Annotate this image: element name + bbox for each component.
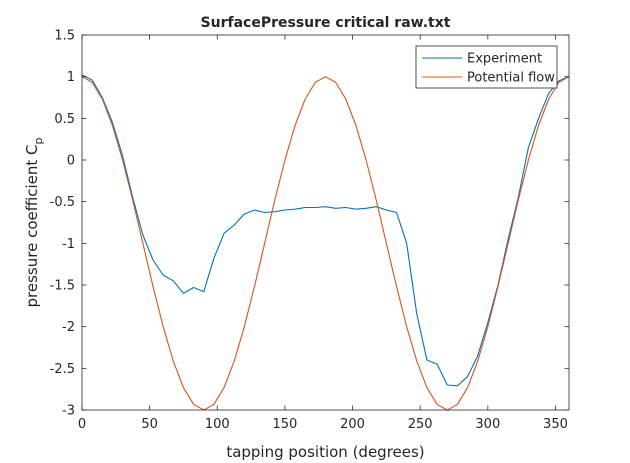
legend-box [415, 45, 558, 89]
y-tick-label: -1.5 [50, 279, 75, 294]
legend-label-experiment: Experiment [467, 52, 542, 67]
y-tick-label: -3 [62, 404, 75, 419]
y-tick-label: 1.5 [54, 29, 75, 44]
axes-layer: 0 50 100 150 200 250 300 350 1.5 1 0.5 0 -0.5 -1 -1.5 -… [50, 29, 570, 432]
x-tick-label: 150 [273, 417, 298, 432]
y-axis-label-text: pressure coefficient C [23, 144, 41, 307]
series-layer [81, 74, 570, 411]
y-tick-label: 0.5 [54, 112, 75, 127]
y-axis-label-subscript: p [32, 137, 45, 144]
legend-label-potential-flow: Potential flow [467, 71, 555, 86]
x-axis-label: tapping position (degrees) [226, 443, 424, 461]
y-tick-label: -0.5 [50, 195, 75, 210]
x-tick-label: 50 [141, 417, 158, 432]
chart-title: SurfacePressure critical raw.txt [201, 15, 451, 31]
axes-box [81, 34, 570, 411]
x-tick-label: 300 [475, 417, 500, 432]
y-tick-label: -2.5 [50, 362, 75, 377]
y-tick-label: 0 [67, 154, 75, 169]
x-tick-label: 250 [408, 417, 433, 432]
y-tick-label: -1 [62, 237, 75, 252]
x-tick-label: 350 [543, 417, 568, 432]
y-axis-label: pressure coefficient Cp [23, 137, 45, 307]
y-tick-label: -2 [62, 320, 75, 335]
y-tick-label: 1 [67, 70, 75, 85]
x-tick-label: 100 [205, 417, 230, 432]
series-line-experiment [81, 74, 570, 387]
x-tick-label: 0 [78, 417, 86, 432]
series-line-potential-flow [81, 76, 570, 411]
legend: Experiment Potential flow [415, 45, 558, 89]
plot-area [82, 35, 569, 410]
x-tick-label: 200 [340, 417, 365, 432]
